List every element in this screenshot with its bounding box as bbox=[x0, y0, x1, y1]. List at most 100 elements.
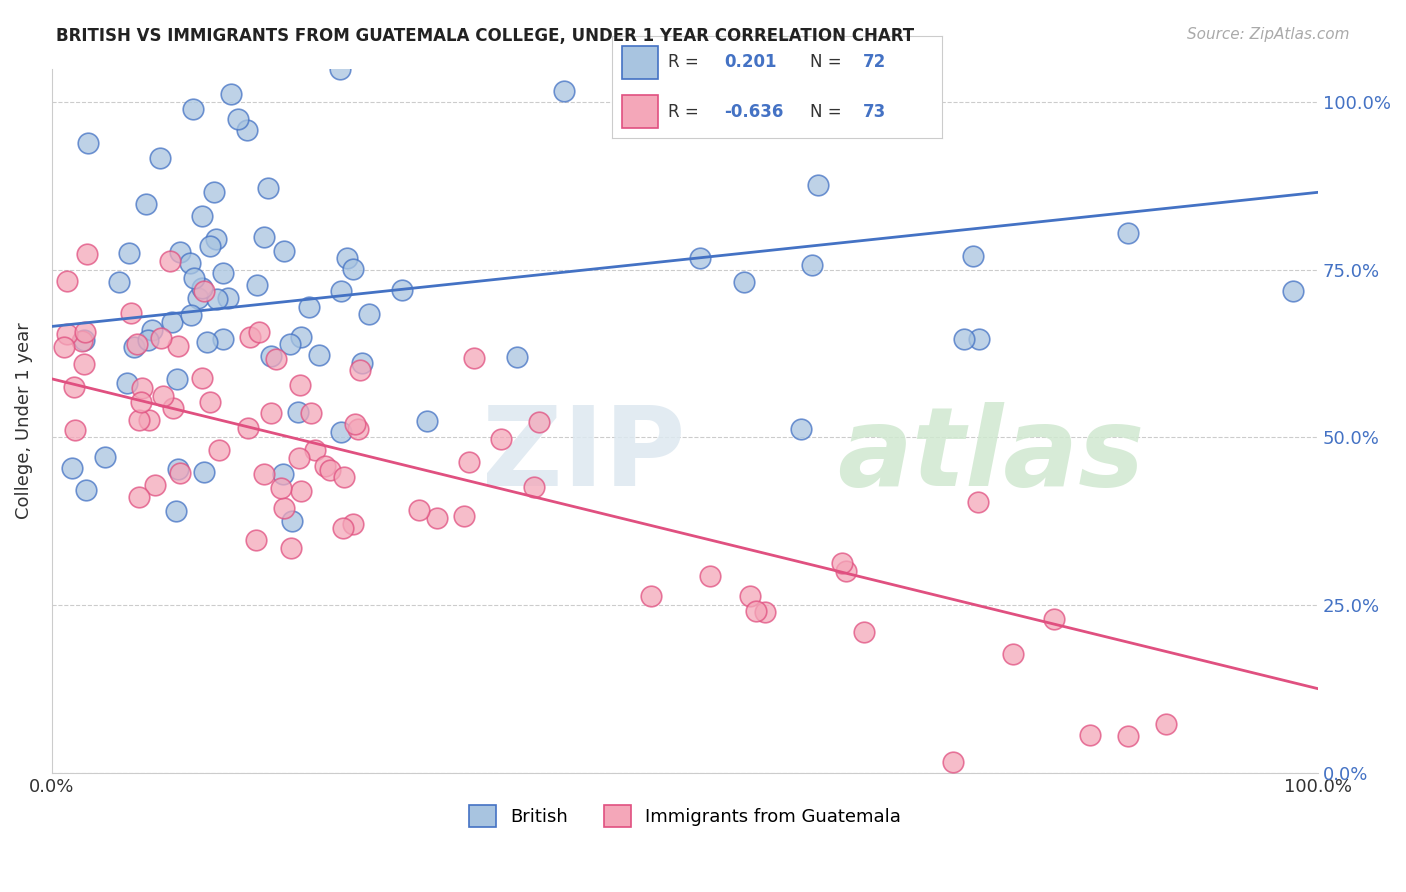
Point bbox=[160, 315, 183, 329]
Legend: British, Immigrants from Guatemala: British, Immigrants from Guatemala bbox=[461, 797, 908, 834]
Point bbox=[200, 395, 222, 409]
Point bbox=[187, 291, 209, 305]
Point bbox=[115, 376, 138, 391]
Point bbox=[128, 413, 150, 427]
Point bbox=[53, 340, 76, 354]
Point bbox=[733, 275, 755, 289]
Point bbox=[336, 251, 359, 265]
Point bbox=[131, 381, 153, 395]
Point bbox=[169, 467, 191, 481]
Point bbox=[754, 605, 776, 619]
Point bbox=[329, 425, 352, 440]
Point bbox=[264, 352, 287, 367]
Point bbox=[75, 483, 97, 497]
Point bbox=[195, 335, 218, 350]
Point bbox=[290, 483, 312, 498]
Point bbox=[191, 209, 214, 223]
Point bbox=[332, 521, 354, 535]
Point bbox=[205, 293, 228, 307]
Point bbox=[835, 565, 858, 579]
Text: BRITISH VS IMMIGRANTS FROM GUATEMALA COLLEGE, UNDER 1 YEAR CORRELATION CHART: BRITISH VS IMMIGRANTS FROM GUATEMALA COL… bbox=[56, 27, 914, 45]
Point bbox=[191, 371, 214, 385]
Point bbox=[304, 442, 326, 457]
Point bbox=[553, 85, 575, 99]
Point bbox=[329, 284, 352, 298]
Point bbox=[179, 256, 201, 270]
Point bbox=[343, 417, 366, 431]
Point bbox=[193, 466, 215, 480]
Point bbox=[191, 281, 214, 295]
Point bbox=[128, 491, 150, 505]
Point bbox=[349, 363, 371, 377]
Point bbox=[453, 509, 475, 524]
Point bbox=[1281, 284, 1303, 298]
Text: atlas: atlas bbox=[837, 402, 1144, 509]
Point bbox=[260, 406, 283, 420]
Point bbox=[271, 467, 294, 481]
Point bbox=[253, 230, 276, 244]
Text: -0.636: -0.636 bbox=[724, 103, 783, 120]
Point bbox=[332, 470, 354, 484]
Point bbox=[1154, 717, 1177, 731]
Point bbox=[797, 110, 820, 124]
Point bbox=[1002, 647, 1025, 661]
Point bbox=[1116, 226, 1139, 240]
Point bbox=[228, 112, 250, 127]
Point bbox=[212, 332, 235, 346]
Point bbox=[166, 462, 188, 476]
Point bbox=[308, 348, 330, 362]
Point bbox=[342, 516, 364, 531]
Point bbox=[217, 291, 239, 305]
Point bbox=[135, 197, 157, 211]
Point bbox=[853, 625, 876, 640]
Text: Source: ZipAtlas.com: Source: ZipAtlas.com bbox=[1187, 27, 1350, 42]
Point bbox=[212, 266, 235, 280]
Text: ZIP: ZIP bbox=[482, 402, 685, 509]
Point bbox=[162, 401, 184, 415]
Point bbox=[288, 450, 311, 465]
Text: 73: 73 bbox=[863, 103, 886, 120]
Point bbox=[181, 103, 204, 117]
Point bbox=[491, 433, 513, 447]
Point bbox=[281, 515, 304, 529]
Point bbox=[73, 333, 96, 347]
Point bbox=[169, 245, 191, 260]
Point bbox=[1078, 728, 1101, 742]
Point bbox=[280, 541, 302, 556]
Point bbox=[273, 244, 295, 258]
Point bbox=[136, 333, 159, 347]
Point bbox=[329, 62, 352, 76]
Point bbox=[246, 277, 269, 292]
Point bbox=[179, 308, 201, 322]
Point bbox=[287, 405, 309, 419]
Point bbox=[56, 327, 79, 342]
Point bbox=[359, 307, 381, 321]
Point bbox=[131, 395, 153, 409]
Text: N =: N = bbox=[810, 103, 846, 120]
Point bbox=[1043, 612, 1066, 626]
Y-axis label: College, Under 1 year: College, Under 1 year bbox=[15, 322, 32, 519]
Point bbox=[94, 450, 117, 464]
Point bbox=[273, 501, 295, 516]
Point bbox=[193, 284, 215, 298]
Point bbox=[391, 283, 413, 297]
Point bbox=[202, 185, 225, 199]
Point bbox=[298, 300, 321, 314]
Point bbox=[301, 406, 323, 420]
Point bbox=[198, 239, 221, 253]
Text: N =: N = bbox=[810, 54, 846, 71]
Point bbox=[319, 463, 342, 477]
Point bbox=[952, 332, 974, 346]
Bar bbox=[621, 95, 658, 128]
Point bbox=[138, 413, 160, 427]
Point bbox=[506, 350, 529, 364]
Point bbox=[969, 331, 991, 345]
Point bbox=[529, 415, 551, 429]
Point bbox=[73, 357, 96, 371]
Bar bbox=[621, 45, 658, 78]
Point bbox=[208, 442, 231, 457]
Point bbox=[458, 454, 481, 468]
Point bbox=[73, 326, 96, 340]
Point bbox=[159, 253, 181, 268]
Point bbox=[740, 589, 762, 603]
